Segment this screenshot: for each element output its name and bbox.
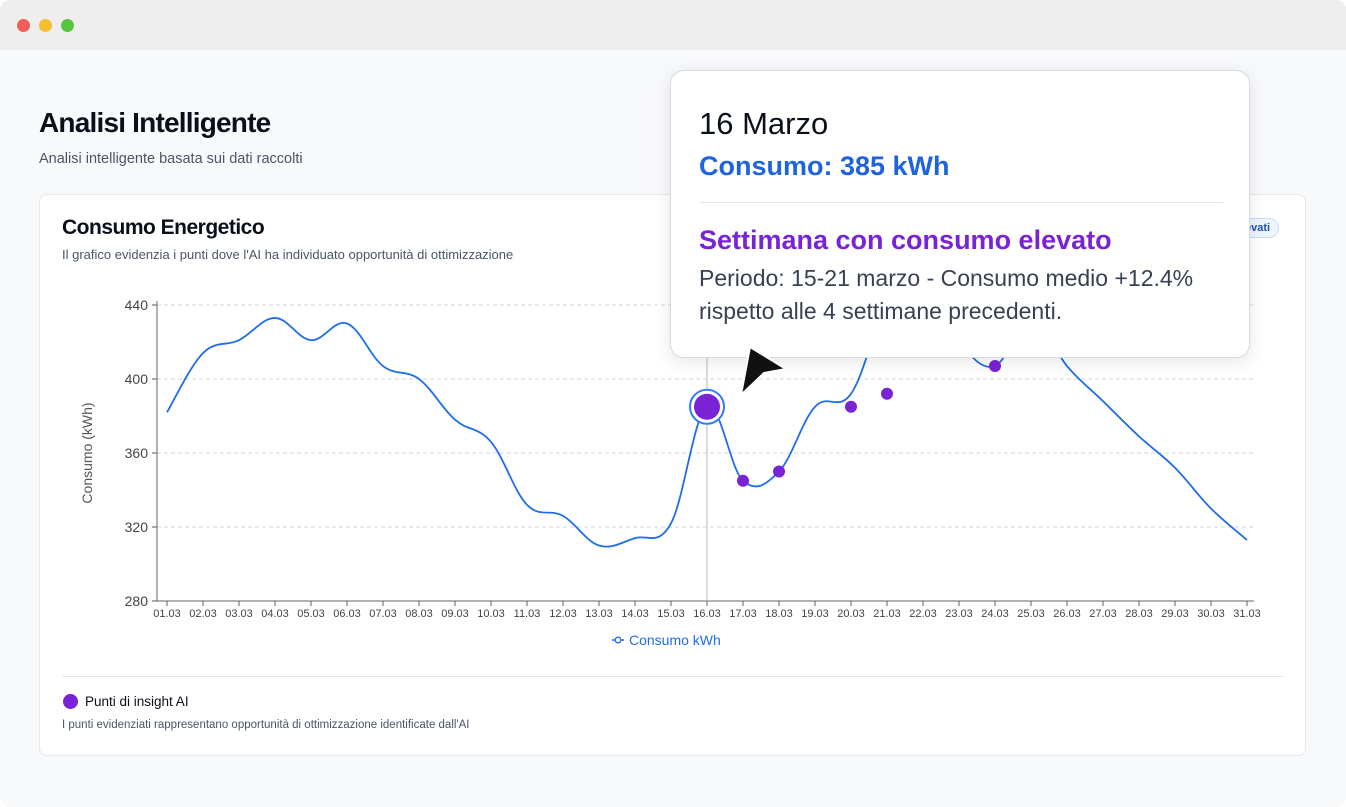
tooltip-insight-text: Periodo: 15-21 marzo - Consumo medio +12… — [699, 265, 1194, 324]
insight-legend-note: I punti evidenziati rappresentano opport… — [62, 719, 470, 731]
y-tick-label: 360 — [125, 445, 149, 461]
insight-legend-marker — [63, 694, 78, 709]
x-tick-label: 19.03 — [801, 608, 829, 620]
x-tick-label: 27.03 — [1089, 608, 1117, 620]
x-tick-label: 03.03 — [225, 608, 253, 620]
x-tick-label: 24.03 — [981, 608, 1009, 620]
x-tick-label: 07.03 — [369, 608, 397, 620]
x-tick-label: 26.03 — [1053, 608, 1081, 620]
mouse-pointer-icon — [740, 346, 787, 396]
x-tick-label: 12.03 — [549, 608, 577, 620]
insight-point[interactable] — [773, 465, 785, 478]
tooltip-insight-title: Settimana con consumo elevato — [699, 225, 1112, 255]
x-tick-label: 30.03 — [1197, 608, 1225, 620]
x-tick-label: 01.03 — [153, 608, 181, 620]
x-tick-label: 20.03 — [837, 608, 865, 620]
tooltip-date: 16 Marzo — [699, 106, 829, 141]
x-tick-label: 09.03 — [441, 608, 469, 620]
x-tick-label: 22.03 — [909, 608, 937, 620]
y-tick-label: 440 — [125, 297, 149, 313]
page-title: Analisi Intelligente — [39, 107, 271, 138]
insight-point-active[interactable] — [694, 393, 720, 420]
x-tick-label: 16.03 — [693, 608, 721, 620]
x-tick-label: 14.03 — [621, 608, 649, 620]
x-tick-label: 18.03 — [765, 608, 793, 620]
x-tick-label: 05.03 — [297, 608, 325, 620]
page-subtitle: Analisi intelligente basata sui dati rac… — [39, 151, 303, 167]
x-tick-label: 13.03 — [585, 608, 613, 620]
x-tick-label: 15.03 — [657, 608, 685, 620]
x-tick-label: 11.03 — [514, 608, 541, 620]
x-tick-label: 10.03 — [477, 608, 505, 620]
x-tick-label: 08.03 — [405, 608, 433, 620]
y-tick-label: 400 — [125, 371, 149, 387]
card-title: Consumo Energetico — [62, 216, 265, 239]
chart-tooltip: 16 Marzo Consumo: 385 kWh Settimana con … — [670, 70, 1250, 358]
card-subtitle: Il grafico evidenzia i punti dove l'AI h… — [62, 247, 514, 262]
y-axis-label: Consumo (kWh) — [79, 402, 95, 503]
maximize-window-button[interactable] — [61, 19, 74, 32]
minimize-window-button[interactable] — [39, 19, 52, 32]
x-tick-label: 21.03 — [873, 608, 901, 620]
series-legend-marker — [614, 636, 622, 644]
insight-point[interactable] — [989, 360, 1001, 373]
x-tick-label: 06.03 — [333, 608, 361, 620]
window-titlebar — [0, 0, 1346, 50]
x-tick-label: 04.03 — [261, 608, 289, 620]
insight-point[interactable] — [881, 387, 893, 400]
card-divider — [62, 676, 1284, 677]
x-tick-label: 02.03 — [189, 608, 217, 620]
insight-point[interactable] — [845, 400, 857, 413]
x-tick-label: 31.03 — [1233, 608, 1261, 620]
x-tick-label: 28.03 — [1125, 608, 1153, 620]
insight-point[interactable] — [737, 474, 749, 487]
insight-legend-label: Punti di insight AI — [85, 694, 189, 709]
x-tick-label: 29.03 — [1161, 608, 1189, 620]
close-window-button[interactable] — [17, 19, 30, 32]
tooltip-separator — [699, 202, 1223, 203]
x-tick-label: 23.03 — [945, 608, 973, 620]
tooltip-value: Consumo: 385 kWh — [699, 151, 950, 181]
series-legend-label: Consumo kWh — [629, 632, 721, 648]
y-tick-label: 280 — [125, 593, 149, 609]
x-tick-label: 25.03 — [1017, 608, 1045, 620]
x-tick-label: 17.03 — [729, 608, 757, 620]
consumption-line-chart[interactable]: 280 320 360 400 440 Consumo (kWh) 01.03 02.03 03… — [40, 195, 1307, 665]
y-tick-label: 320 — [125, 519, 149, 535]
